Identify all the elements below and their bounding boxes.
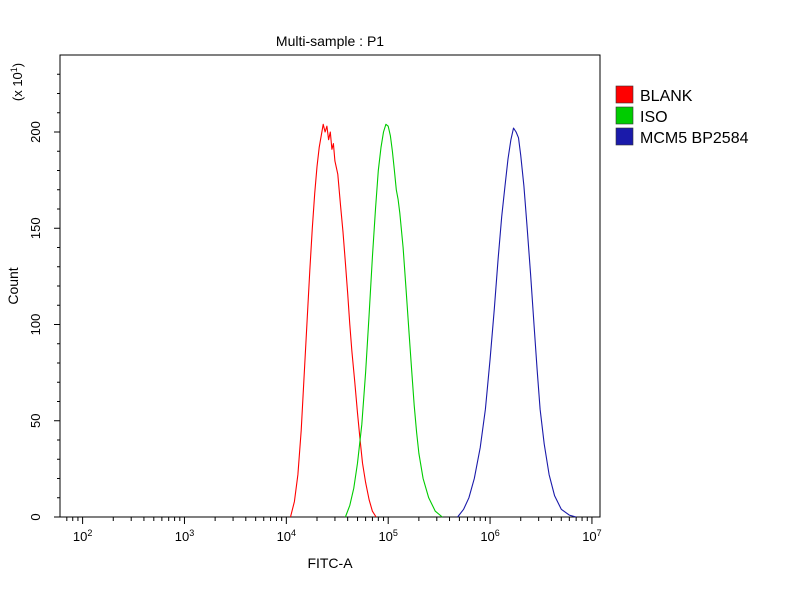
x-tick-label-3: 105 <box>378 528 397 544</box>
series-layer <box>289 123 577 518</box>
x-tick-base-4: 10 <box>480 529 494 544</box>
series-line-0 <box>289 123 377 518</box>
y-multiplier-close: ) <box>10 63 25 67</box>
legend-label-1: ISO <box>640 109 668 126</box>
x-tick-exp-1: 3 <box>189 528 194 538</box>
x-tick-base-3: 10 <box>378 529 392 544</box>
x-tick-base-1: 10 <box>175 529 189 544</box>
x-tick-base-5: 10 <box>582 529 596 544</box>
x-tick-exp-3: 5 <box>393 528 398 538</box>
y-multiplier-label: (x 101) <box>9 63 25 101</box>
legend-swatch-2 <box>615 127 634 146</box>
legend-label-0: BLANK <box>640 88 693 105</box>
y-tick-label-2: 100 <box>28 314 43 336</box>
x-tick-base-0: 10 <box>73 529 87 544</box>
x-tick-exp-4: 6 <box>495 528 500 538</box>
x-tick-label-5: 107 <box>582 528 601 544</box>
y-multiplier-prefix: (x 10 <box>10 72 25 101</box>
y-axis: 0 50 100 150 200 <box>28 73 60 521</box>
legend: BLANK ISO MCM5 BP2584 <box>615 85 749 147</box>
y-tick-label-1: 50 <box>28 414 43 428</box>
series-line-1 <box>344 123 443 518</box>
svg-text:(x 101): (x 101) <box>9 63 25 101</box>
legend-swatch-1 <box>615 106 634 125</box>
y-axis-label: Count <box>5 267 21 304</box>
legend-label-2: MCM5 BP2584 <box>640 130 749 147</box>
x-tick-label-2: 104 <box>277 528 296 544</box>
x-tick-label-1: 103 <box>175 528 194 544</box>
y-tick-label-3: 150 <box>28 217 43 239</box>
x-tick-exp-2: 4 <box>291 528 296 538</box>
x-tick-label-0: 102 <box>73 528 92 544</box>
legend-swatch-0 <box>615 85 634 104</box>
x-tick-exp-5: 7 <box>597 528 602 538</box>
x-tick-base-2: 10 <box>277 529 291 544</box>
x-tick-label-4: 106 <box>480 528 499 544</box>
x-axis-label: FITC-A <box>307 555 353 571</box>
series-line-2 <box>457 127 577 518</box>
chart-title: Multi-sample : P1 <box>276 33 384 49</box>
y-multiplier-exp: 1 <box>9 67 19 72</box>
y-tick-label-0: 0 <box>28 513 43 520</box>
x-tick-exp-0: 2 <box>87 528 92 538</box>
plot-frame <box>59 54 601 518</box>
x-axis: 102 103 104 105 106 107 <box>66 517 602 544</box>
y-tick-label-4: 200 <box>28 121 43 143</box>
